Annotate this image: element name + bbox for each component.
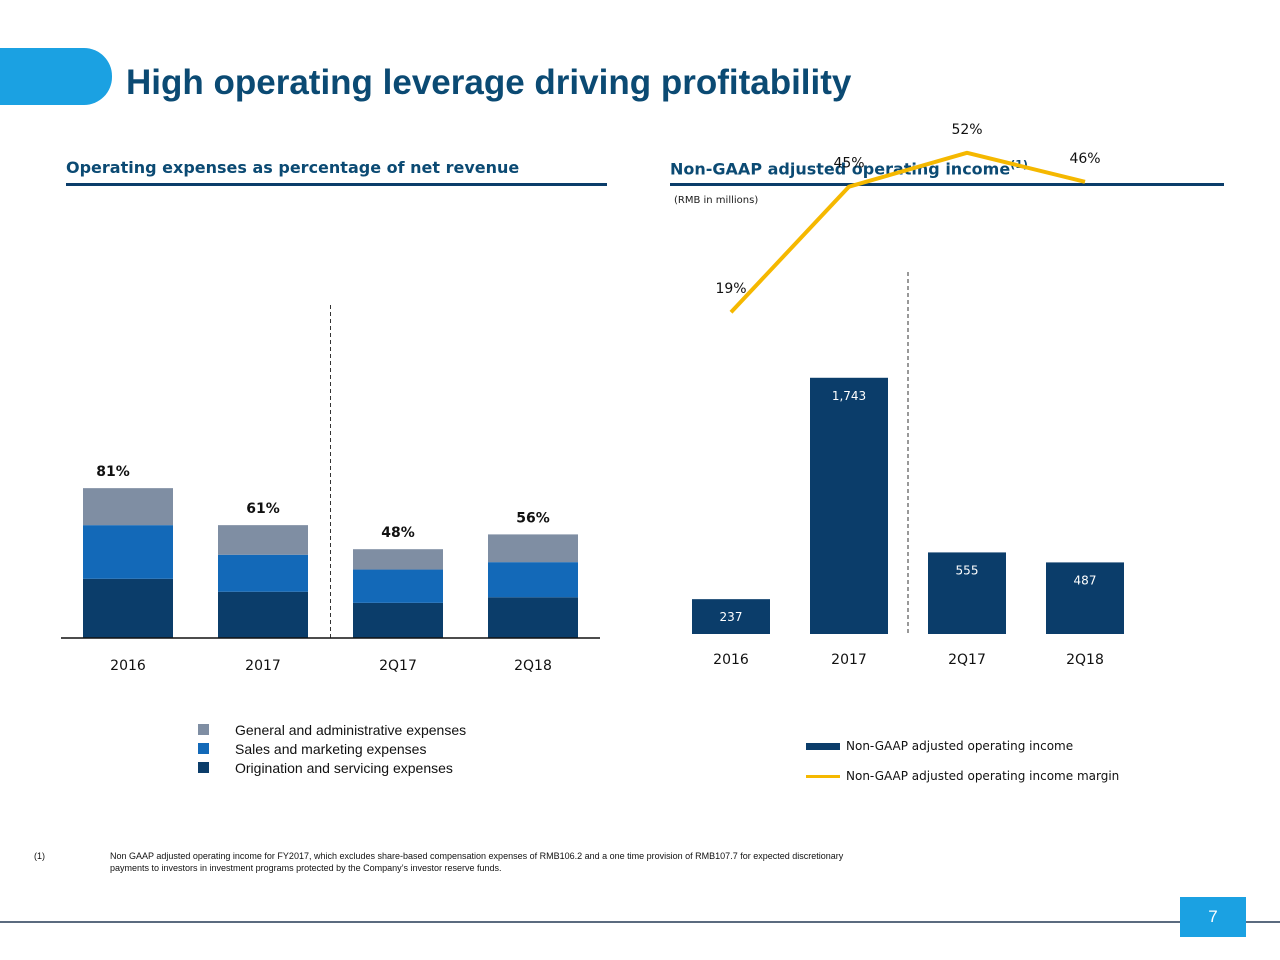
income-legend: Non-GAAP adjusted operating income Non-G… [806, 738, 1119, 784]
income-x-tick: 2Q18 [1066, 652, 1104, 668]
legend-item-ga: General and administrative expenses [198, 720, 466, 739]
income-x-tick: 2016 [713, 652, 749, 668]
opex-bar-segment-2-3 [488, 534, 578, 563]
opex-bar-segment-2-0 [83, 488, 173, 526]
opex-chart: 81% 2016 61% 2017 48% 2Q17 56% 2Q18 [61, 305, 600, 674]
footnote-line-1: Non GAAP adjusted operating income for F… [110, 851, 844, 861]
legend-swatch-origination [198, 762, 209, 773]
page-title: High operating leverage driving profitab… [126, 63, 852, 102]
opex-x-tick: 2016 [110, 658, 146, 674]
opex-total-label: 48% [381, 525, 415, 541]
opex-total-label: 81% [96, 464, 130, 480]
page-number: 7 [1208, 907, 1218, 926]
legend-label-origination: Origination and servicing expenses [235, 759, 453, 776]
footnote-line-2: payments to investors in investment prog… [110, 863, 502, 873]
left-heading-rule [66, 183, 607, 186]
legend-swatch-sales [198, 743, 209, 754]
margin-line [729, 150, 1086, 314]
opex-bar-segment-0-0 [83, 578, 173, 638]
opex-bar-segment-0-3 [488, 597, 578, 638]
margin-label: 52% [951, 122, 982, 138]
income-bar [810, 377, 888, 634]
margin-label: 19% [715, 281, 746, 297]
income-value-label: 1,743 [832, 389, 866, 403]
opex-total-label: 56% [516, 510, 550, 526]
legend-label-ga: General and administrative expenses [235, 721, 467, 738]
legend-item-margin: Non-GAAP adjusted operating income margi… [806, 768, 1119, 784]
income-x-tick: 2Q17 [948, 652, 986, 668]
income-value-label: 237 [720, 610, 743, 624]
accent-tab [0, 48, 112, 105]
bottom-rule [0, 921, 1280, 923]
legend-swatch-margin [806, 774, 840, 778]
income-x-tick: 2017 [831, 652, 867, 668]
left-chart-title-text: Operating expenses as percentage of net … [66, 158, 520, 177]
legend-swatch-income [806, 742, 840, 750]
page-number-badge: 7 [1180, 897, 1246, 937]
income-chart: 237 2016 1,743 2017 555 2Q17 487 2Q18 19% 45% 52% 4… [692, 122, 1124, 668]
legend-swatch-ga [198, 724, 209, 735]
legend-item-origination: Origination and servicing expenses [198, 758, 466, 777]
opex-x-tick: 2017 [245, 658, 281, 674]
margin-label: 46% [1069, 151, 1100, 167]
income-bar [1046, 562, 1124, 634]
opex-bar-segment-1-0 [83, 525, 173, 579]
opex-bar-segment-1-3 [488, 562, 578, 598]
footnote-mark: (1) [34, 851, 45, 861]
margin-label: 45% [833, 156, 864, 172]
opex-bar-segment-2-2 [353, 549, 443, 570]
footnote: (1) Non GAAP adjusted operating income f… [34, 850, 1034, 874]
opex-legend: General and administrative expenses Sale… [198, 720, 466, 777]
opex-total-label: 61% [246, 501, 280, 517]
legend-label-sales: Sales and marketing expenses [235, 740, 427, 757]
opex-bar-segment-0-1 [218, 591, 308, 638]
income-value-label: 487 [1074, 573, 1097, 587]
opex-bar-segment-1-1 [218, 554, 308, 592]
right-heading-rule [670, 183, 1224, 186]
income-value-label: 555 [956, 563, 979, 577]
legend-item-sales: Sales and marketing expenses [198, 739, 466, 758]
legend-label-margin: Non-GAAP adjusted operating income margi… [846, 769, 1120, 783]
units-note: (RMB in millions) [674, 195, 759, 206]
opex-bar-segment-2-1 [218, 525, 308, 555]
opex-x-tick: 2Q18 [514, 658, 552, 674]
opex-x-tick: 2Q17 [379, 658, 417, 674]
legend-label-income: Non-GAAP adjusted operating income [846, 739, 1074, 753]
income-bar [928, 552, 1006, 634]
legend-item-income: Non-GAAP adjusted operating income [806, 738, 1119, 754]
opex-bar-segment-0-2 [353, 602, 443, 638]
income-bar [692, 599, 770, 634]
left-chart-title: Operating expenses as percentage of net … [66, 158, 519, 177]
opex-bar-segment-1-2 [353, 569, 443, 603]
